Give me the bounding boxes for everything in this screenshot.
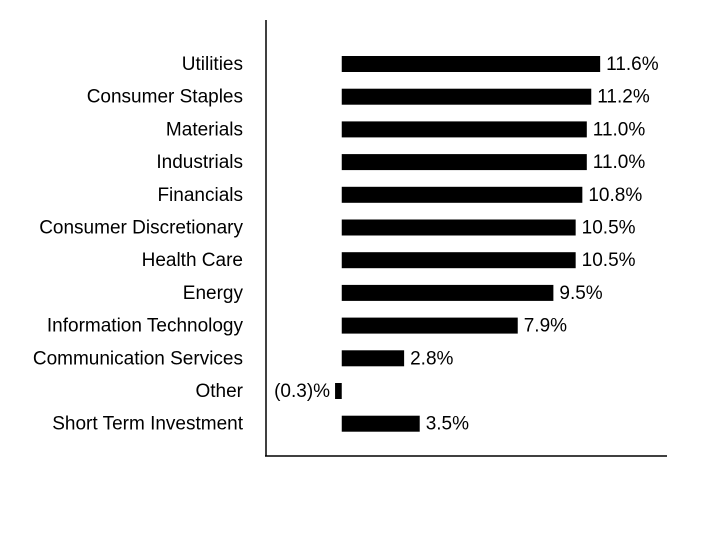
category-label: Consumer Discretionary — [39, 218, 243, 239]
value-label: 10.5% — [582, 250, 636, 271]
category-label: Short Term Investment — [52, 414, 244, 435]
category-label: Industrials — [156, 152, 243, 173]
value-label: (0.3)% — [274, 381, 330, 402]
category-label: Financials — [157, 185, 243, 206]
bar — [341, 154, 587, 171]
value-label: 2.8% — [410, 348, 453, 369]
bar — [341, 252, 576, 269]
bar — [341, 219, 576, 236]
category-label: Information Technology — [47, 316, 244, 337]
category-label: Energy — [183, 283, 244, 304]
bar — [341, 317, 518, 334]
bar — [341, 186, 583, 203]
value-label: 11.0% — [593, 119, 646, 140]
value-label: 11.6% — [606, 54, 659, 75]
category-label: Consumer Staples — [87, 87, 243, 108]
value-label: 11.0% — [593, 152, 646, 173]
bar — [341, 284, 554, 301]
value-label: 10.5% — [582, 218, 636, 239]
category-label: Materials — [166, 119, 243, 140]
value-label: 11.2% — [597, 87, 650, 108]
value-label: 10.8% — [588, 185, 642, 206]
category-label: Health Care — [142, 250, 243, 271]
bar — [341, 56, 601, 72]
bar — [341, 415, 420, 432]
value-label: 9.5% — [559, 283, 602, 304]
bar — [341, 121, 587, 138]
category-label: Communication Services — [33, 348, 243, 369]
value-label: 3.5% — [426, 414, 469, 435]
bar — [341, 88, 592, 105]
value-label: 7.9% — [524, 316, 567, 337]
bar — [335, 383, 342, 399]
category-label: Utilities — [182, 54, 243, 75]
category-label: Other — [195, 381, 243, 402]
bar — [341, 350, 405, 367]
